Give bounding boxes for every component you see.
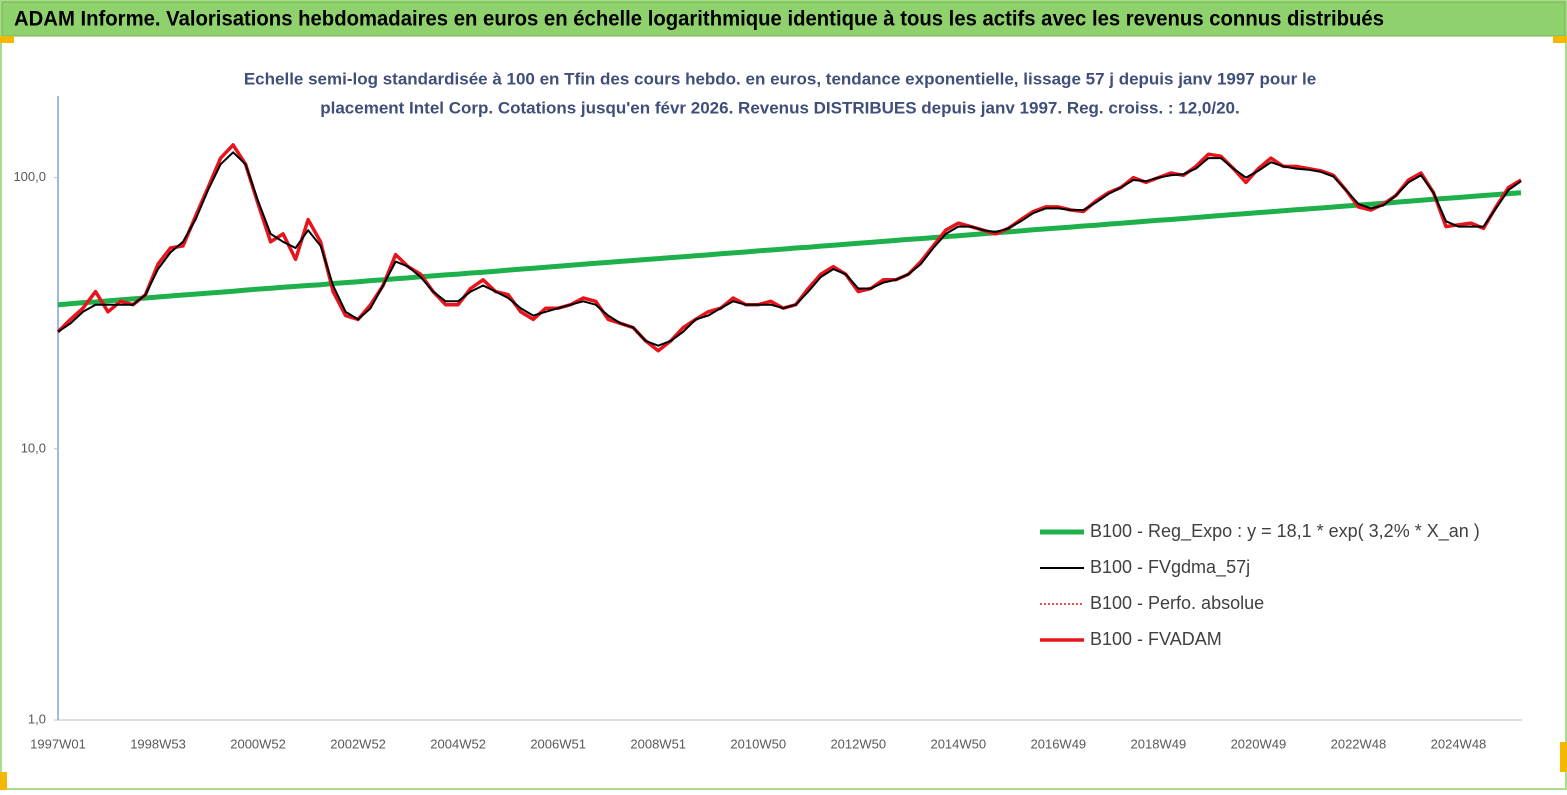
corner xyxy=(0,36,14,43)
x-tick-label: 1998W53 xyxy=(130,736,186,751)
series-line xyxy=(57,151,1522,347)
x-tick-label: 2016W49 xyxy=(1031,736,1087,751)
x-tick-label: 2018W49 xyxy=(1131,736,1187,751)
x-tick-label: 2014W50 xyxy=(930,736,986,751)
series-line xyxy=(57,190,1522,308)
header-bar xyxy=(1,1,1566,37)
x-tick-label: 2020W49 xyxy=(1231,736,1287,751)
corner xyxy=(0,772,7,790)
x-tick-label: 1997W01 xyxy=(30,736,86,751)
chart-title: Echelle semi-log standardisée à 100 en T… xyxy=(244,69,1316,88)
corner xyxy=(1553,36,1567,43)
y-tick-label: 1,0 xyxy=(28,711,46,726)
corner xyxy=(1560,742,1567,772)
legend-label: B100 - FVgdma_57j xyxy=(1090,557,1250,578)
y-tick-label: 10,0 xyxy=(21,440,46,455)
legend-label: B100 - Reg_Expo : y = 18,1 * exp( 3,2% *… xyxy=(1090,521,1480,542)
y-tick-label: 100,0 xyxy=(13,169,46,184)
legend-label: B100 - FVADAM xyxy=(1090,629,1222,649)
chart-title: placement Intel Corp. Cotations jusqu'en… xyxy=(320,98,1240,117)
x-tick-label: 2022W48 xyxy=(1331,736,1387,751)
x-tick-label: 2000W52 xyxy=(230,736,286,751)
x-tick-label: 2002W52 xyxy=(330,736,386,751)
x-tick-label: 2008W51 xyxy=(630,736,686,751)
x-tick-label: 2004W52 xyxy=(430,736,486,751)
x-tick-label: 2006W51 xyxy=(530,736,586,751)
header-title: ADAM Informe. Valorisations hebdomadaire… xyxy=(14,8,1384,31)
x-tick-label: 2012W50 xyxy=(830,736,886,751)
legend-label: B100 - Perfo. absolue xyxy=(1090,593,1264,613)
x-tick-label: 2010W50 xyxy=(730,736,786,751)
x-tick-label: 2024W48 xyxy=(1431,736,1487,751)
